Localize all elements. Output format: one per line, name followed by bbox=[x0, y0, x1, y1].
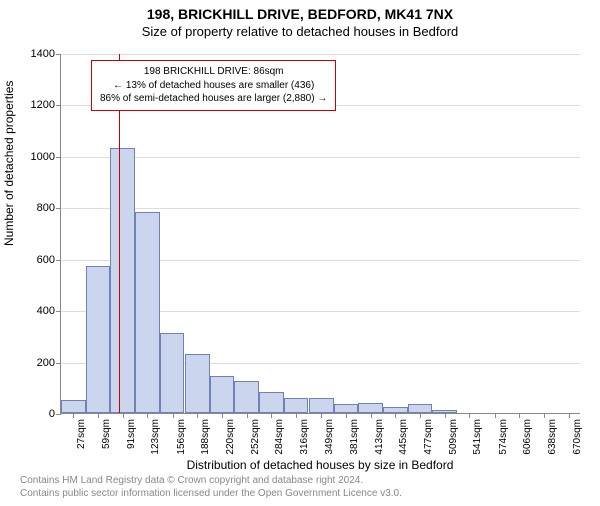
xtick-mark bbox=[395, 413, 396, 418]
page-subtitle: Size of property relative to detached ho… bbox=[0, 24, 600, 39]
xtick-mark bbox=[519, 413, 520, 418]
xtick-label: 509sqm bbox=[448, 419, 459, 455]
histogram-bar bbox=[61, 400, 86, 413]
xtick-label: 27sqm bbox=[76, 419, 87, 449]
xtick-mark bbox=[247, 413, 248, 418]
xtick-label: 91sqm bbox=[126, 419, 137, 449]
ytick-mark bbox=[56, 157, 61, 158]
xtick-label: 638sqm bbox=[547, 419, 558, 455]
xtick-label: 123sqm bbox=[150, 419, 161, 455]
annotation-line3: 86% of semi-detached houses are larger (… bbox=[100, 92, 327, 106]
xtick-mark bbox=[296, 413, 297, 418]
histogram-bar bbox=[110, 148, 135, 413]
histogram-bar bbox=[358, 403, 383, 413]
ytick-mark bbox=[56, 208, 61, 209]
xtick-label: 606sqm bbox=[522, 419, 533, 455]
xtick-label: 220sqm bbox=[225, 419, 236, 455]
footer-line1: Contains HM Land Registry data © Crown c… bbox=[20, 474, 402, 487]
y-axis-label: Number of detached properties bbox=[2, 81, 16, 246]
xtick-mark bbox=[73, 413, 74, 418]
x-axis-label: Distribution of detached houses by size … bbox=[60, 458, 580, 472]
ytick-mark bbox=[56, 260, 61, 261]
ytick-label: 200 bbox=[37, 357, 55, 369]
histogram-bar bbox=[160, 333, 185, 413]
xtick-mark bbox=[271, 413, 272, 418]
xtick-mark bbox=[495, 413, 496, 418]
xtick-mark bbox=[173, 413, 174, 418]
histogram-bar bbox=[334, 404, 359, 413]
xtick-mark bbox=[147, 413, 148, 418]
histogram-bar bbox=[259, 392, 284, 413]
histogram-bar bbox=[135, 212, 160, 413]
xtick-mark bbox=[544, 413, 545, 418]
xtick-mark bbox=[469, 413, 470, 418]
xtick-label: 381sqm bbox=[349, 419, 360, 455]
xtick-label: 541sqm bbox=[472, 419, 483, 455]
xtick-label: 413sqm bbox=[374, 419, 385, 455]
xtick-mark bbox=[569, 413, 570, 418]
xtick-label: 445sqm bbox=[398, 419, 409, 455]
gridline bbox=[61, 208, 580, 209]
ytick-label: 1200 bbox=[31, 99, 55, 111]
xtick-label: 252sqm bbox=[250, 419, 261, 455]
histogram-bar bbox=[234, 381, 259, 413]
xtick-mark bbox=[420, 413, 421, 418]
xtick-label: 349sqm bbox=[324, 419, 335, 455]
xtick-mark bbox=[197, 413, 198, 418]
ytick-label: 400 bbox=[37, 305, 55, 317]
page-title: 198, BRICKHILL DRIVE, BEDFORD, MK41 7NX bbox=[0, 6, 600, 22]
xtick-label: 316sqm bbox=[299, 419, 310, 455]
ytick-mark bbox=[56, 105, 61, 106]
histogram-bar bbox=[86, 266, 111, 413]
xtick-mark bbox=[321, 413, 322, 418]
ytick-label: 800 bbox=[37, 202, 55, 214]
xtick-label: 156sqm bbox=[176, 419, 187, 455]
xtick-mark bbox=[346, 413, 347, 418]
ytick-label: 1000 bbox=[31, 151, 55, 163]
ytick-label: 1400 bbox=[31, 48, 55, 60]
xtick-mark bbox=[371, 413, 372, 418]
ytick-mark bbox=[56, 414, 61, 415]
annotation-line1: 198 BRICKHILL DRIVE: 86sqm bbox=[100, 65, 327, 79]
xtick-label: 284sqm bbox=[274, 419, 285, 455]
histogram-bar bbox=[210, 376, 235, 413]
histogram-bar bbox=[408, 404, 433, 413]
xtick-mark bbox=[98, 413, 99, 418]
marker-annotation: 198 BRICKHILL DRIVE: 86sqm ← 13% of deta… bbox=[91, 60, 336, 111]
gridline bbox=[61, 54, 580, 55]
histogram-bar bbox=[284, 398, 309, 413]
xtick-label: 59sqm bbox=[101, 419, 112, 449]
footer: Contains HM Land Registry data © Crown c… bbox=[20, 474, 402, 500]
ytick-mark bbox=[56, 311, 61, 312]
gridline bbox=[61, 157, 580, 158]
ytick-label: 600 bbox=[37, 254, 55, 266]
annotation-line2: ← 13% of detached houses are smaller (43… bbox=[100, 79, 327, 93]
xtick-mark bbox=[123, 413, 124, 418]
xtick-label: 477sqm bbox=[423, 419, 434, 455]
histogram-bar bbox=[309, 398, 334, 413]
ytick-mark bbox=[56, 54, 61, 55]
xtick-mark bbox=[222, 413, 223, 418]
ytick-label: 0 bbox=[49, 408, 55, 420]
footer-line2: Contains public sector information licen… bbox=[20, 487, 402, 500]
ytick-mark bbox=[56, 363, 61, 364]
xtick-label: 670sqm bbox=[572, 419, 583, 455]
histogram-bar bbox=[185, 354, 210, 413]
xtick-mark bbox=[445, 413, 446, 418]
histogram-plot: 198 BRICKHILL DRIVE: 86sqm ← 13% of deta… bbox=[60, 54, 580, 414]
xtick-label: 574sqm bbox=[498, 419, 509, 455]
xtick-label: 188sqm bbox=[200, 419, 211, 455]
